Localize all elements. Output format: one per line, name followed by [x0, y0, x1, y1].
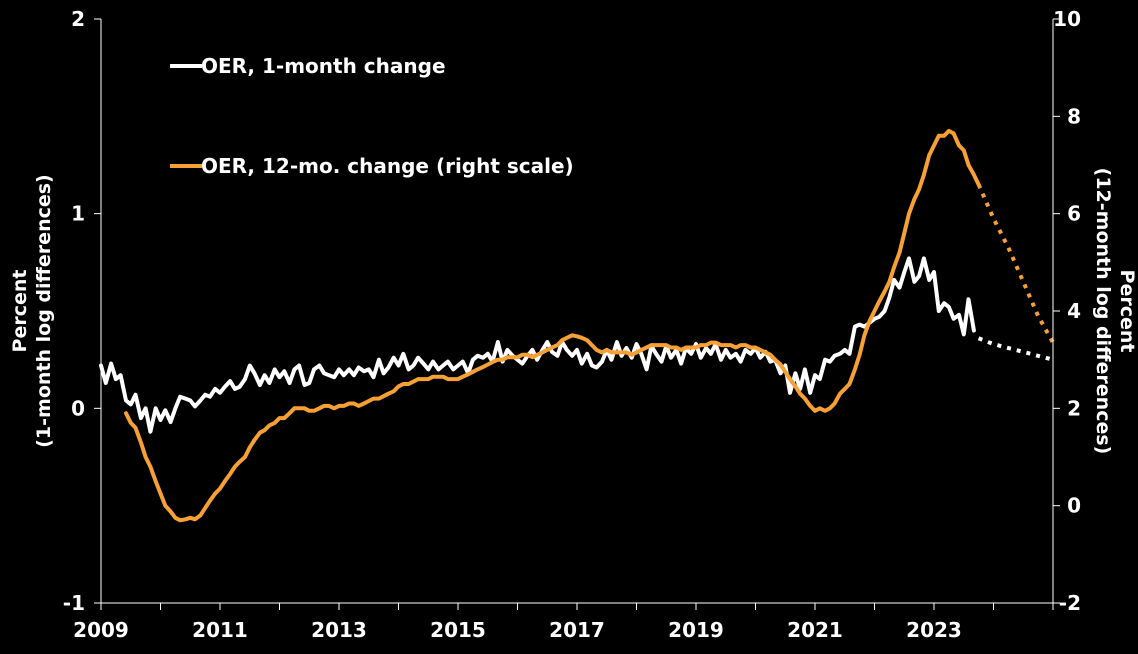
right-tick-label-5: 8 — [1067, 104, 1081, 128]
right-tick-label-3: 4 — [1067, 299, 1081, 323]
legend-label-oer-12m: OER, 12-mo. change (right scale) — [201, 154, 574, 178]
left-axis-title-line1: Percent — [9, 270, 31, 353]
right-tick-label-2: 2 — [1067, 396, 1081, 420]
axes-layer — [100, 19, 1054, 604]
right-axis-title-line2: (12-month log differences) — [1092, 168, 1114, 455]
x-tick-label-4: 2017 — [549, 618, 605, 642]
series-line-oer-1m — [99, 256, 976, 434]
right-tick-label-6: 10 — [1053, 7, 1081, 31]
left-axis-title-line2: (1-month log differences) — [33, 174, 55, 448]
x-tick-label-3: 2015 — [430, 618, 486, 642]
left-tick-label-3: 2 — [71, 7, 85, 31]
x-tick-label-2: 2013 — [311, 618, 367, 642]
series-line-oer-12m-projection — [976, 183, 1055, 344]
x-tick-label-6: 2021 — [787, 618, 843, 642]
left-tick-label-2: 1 — [71, 202, 85, 226]
x-tick-label-0: 2009 — [73, 618, 129, 642]
legend-label-oer-1m: OER, 1-month change — [201, 54, 446, 78]
series-line-oer-12m — [124, 128, 981, 523]
x-tick-label-7: 2023 — [906, 618, 962, 642]
right-tick-label-0: -2 — [1059, 591, 1081, 615]
left-tick-label-1: 0 — [71, 396, 85, 420]
right-tick-label-1: 0 — [1067, 494, 1081, 518]
series-layer — [99, 128, 1055, 523]
legend: OER, 1-month change OER, 12-mo. change (… — [170, 54, 574, 178]
x-tick-label-1: 2011 — [192, 618, 248, 642]
ticks-layer: -1 0 1 2 -2 0 2 4 6 8 10 2009 2011 2013 2015 2017 2019 20… — [63, 7, 1081, 642]
series-line-oer-1m-projection — [977, 336, 1054, 362]
right-axis-title-line1: Percent — [1116, 270, 1138, 353]
left-tick-label-0: -1 — [63, 591, 85, 615]
x-tick-label-5: 2019 — [668, 618, 724, 642]
right-tick-label-4: 6 — [1067, 202, 1081, 226]
